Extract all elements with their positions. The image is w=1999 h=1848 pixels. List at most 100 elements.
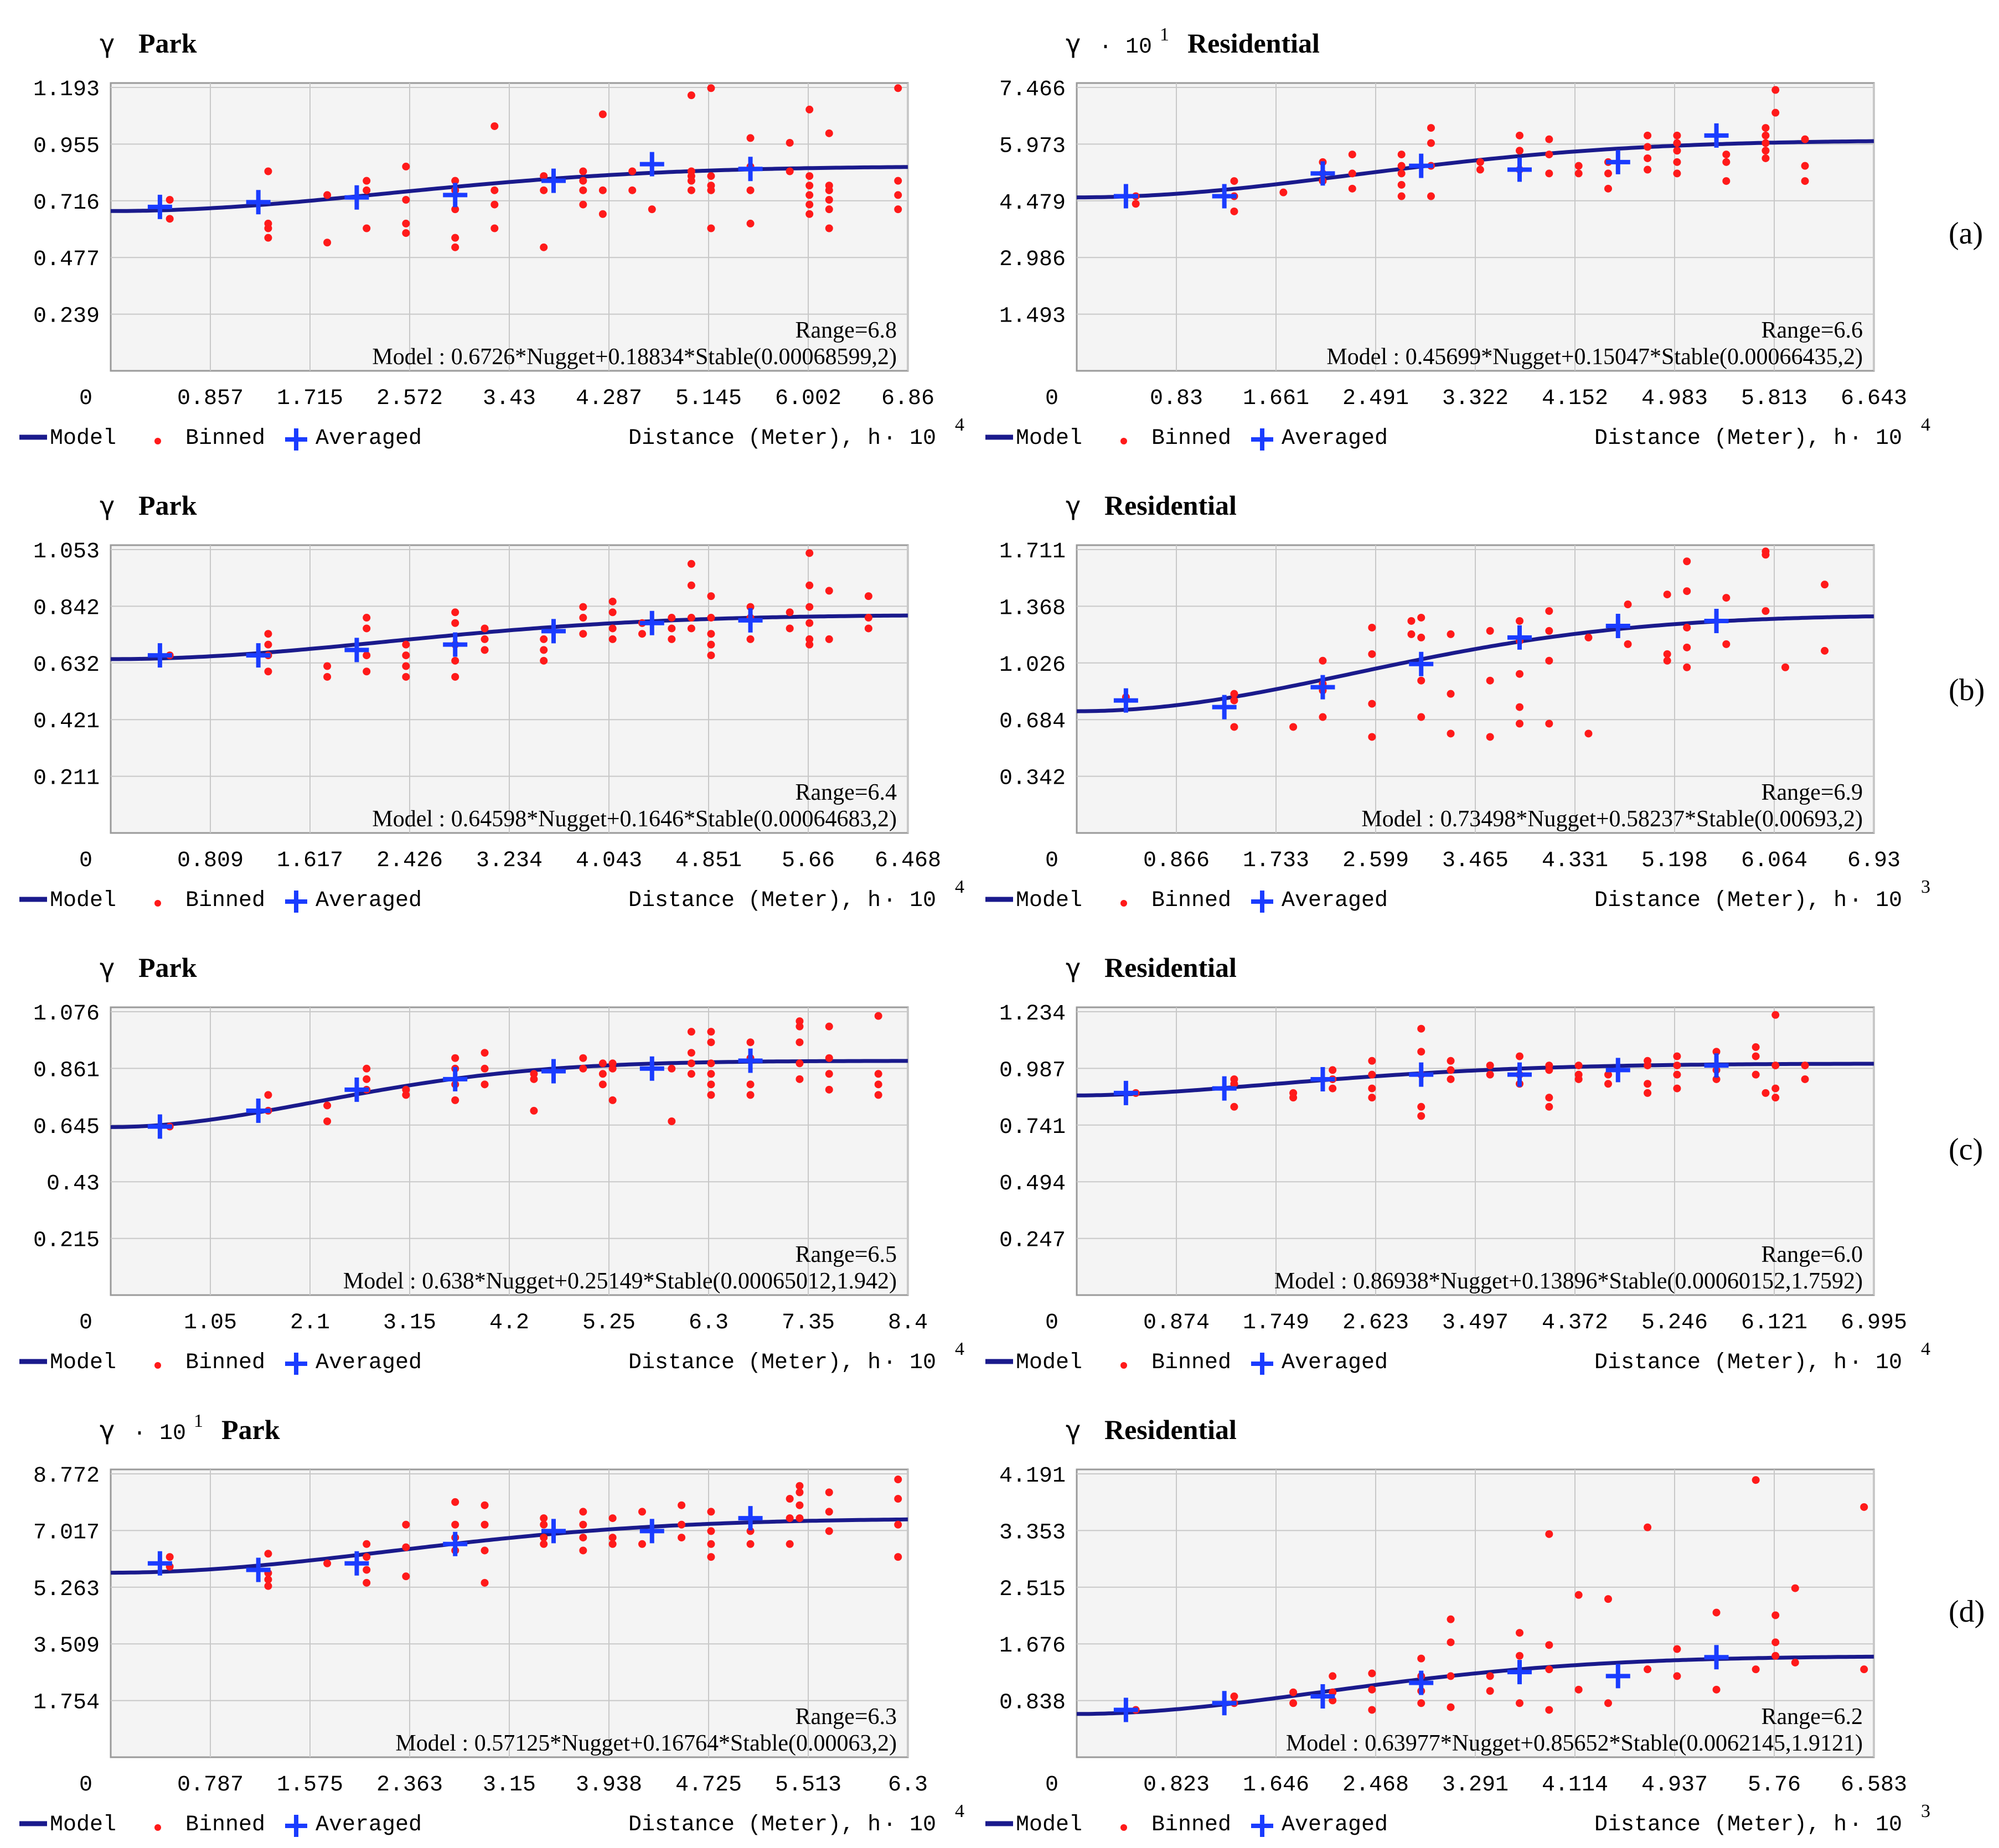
averaged-marker xyxy=(1113,688,1138,713)
panel-title: Park xyxy=(221,1414,280,1445)
binned-point xyxy=(1289,723,1298,731)
binned-point xyxy=(1417,1699,1425,1707)
row-label-a: (a) xyxy=(1949,216,1983,251)
x-tick-label: 1.733 xyxy=(1243,848,1309,873)
binned-point xyxy=(805,200,814,209)
binned-point xyxy=(1762,154,1770,162)
binned-point xyxy=(825,1508,833,1516)
x-tick-label: 6.3 xyxy=(689,1311,729,1335)
averaged-marker xyxy=(246,643,271,668)
averaged-marker xyxy=(344,1551,369,1576)
binned-point xyxy=(608,1096,617,1104)
binned-point xyxy=(540,1540,548,1548)
binned-point xyxy=(1368,1669,1376,1678)
binned-point xyxy=(638,1540,646,1548)
averaged-marker xyxy=(639,1519,664,1544)
binned-point xyxy=(707,1038,715,1047)
x-tick-label: 1.575 xyxy=(277,1773,343,1798)
binned-point xyxy=(264,1091,272,1099)
x-tick-label: 8.4 xyxy=(888,1311,928,1335)
binned-point xyxy=(451,1096,459,1104)
legend-binned-label: Binned xyxy=(185,1813,265,1837)
binned-point xyxy=(687,1070,695,1078)
model-curve xyxy=(1077,1062,1874,1098)
binned-point xyxy=(1348,184,1356,193)
binned-point xyxy=(707,614,715,622)
binned-point xyxy=(1673,1084,1681,1093)
binned-point xyxy=(1545,719,1553,728)
x-multiplier-exp: 4 xyxy=(1921,1339,1930,1359)
binned-point xyxy=(1673,1645,1681,1653)
binned-point xyxy=(648,205,656,214)
x-tick-label: 3.322 xyxy=(1442,386,1509,411)
binned-point xyxy=(1791,1584,1799,1592)
legend-binned-swatch xyxy=(1120,438,1127,444)
binned-point xyxy=(805,191,814,199)
binned-point xyxy=(481,1080,489,1089)
binned-point xyxy=(825,1085,833,1094)
binned-point xyxy=(1722,158,1731,166)
y-tick-label: 4.191 xyxy=(999,1464,1066,1489)
averaged-marker xyxy=(1507,625,1532,650)
binned-point xyxy=(805,635,814,643)
y-tick-label: 1.368 xyxy=(999,596,1066,621)
y-multiplier-base: · 10 xyxy=(1099,35,1152,60)
averaged-marker xyxy=(1212,184,1237,209)
binned-point xyxy=(1516,131,1523,139)
binned-point xyxy=(1771,1638,1780,1647)
averaged-marker xyxy=(1704,1053,1729,1078)
binned-point xyxy=(323,1559,332,1567)
binned-point xyxy=(707,1508,715,1516)
binned-point xyxy=(540,1534,548,1542)
binned-point xyxy=(746,1540,755,1548)
x-tick-label: 2.468 xyxy=(1342,1773,1409,1798)
binned-point xyxy=(402,1543,410,1551)
binned-point xyxy=(1230,1102,1238,1111)
binned-point xyxy=(264,630,272,638)
x-tick-label: 0 xyxy=(1045,1773,1058,1798)
y-tick-label: 0.716 xyxy=(33,191,100,216)
model-curve xyxy=(1077,1654,1874,1716)
averaged-marker xyxy=(1113,1080,1138,1105)
binned-point xyxy=(363,177,371,185)
binned-point xyxy=(1722,151,1731,159)
binned-point xyxy=(1289,1094,1298,1102)
averaged-marker xyxy=(541,619,566,644)
x-tick-label: 1.749 xyxy=(1243,1311,1309,1335)
binned-point xyxy=(687,1059,695,1068)
binned-point xyxy=(1397,169,1406,178)
binned-point xyxy=(796,1022,804,1031)
binned-point xyxy=(540,243,548,251)
x-tick-label: 0.866 xyxy=(1143,848,1210,873)
y-tick-label: 1.053 xyxy=(33,540,100,565)
panel-title: Residential xyxy=(1104,952,1237,983)
binned-point xyxy=(1447,729,1455,738)
gamma-symbol: γ xyxy=(100,953,115,983)
x-tick-label: 4.851 xyxy=(675,848,742,873)
binned-point xyxy=(707,1540,715,1548)
binned-point xyxy=(608,624,617,633)
binned-point xyxy=(825,1488,833,1497)
averaged-marker xyxy=(246,1098,271,1123)
binned-point xyxy=(786,624,794,633)
binned-point xyxy=(825,195,833,204)
binned-point xyxy=(1574,169,1583,178)
x-tick-label: 0 xyxy=(1045,386,1058,411)
x-axis-label: Distance (Meter), h xyxy=(628,888,881,913)
x-tick-label: 0 xyxy=(79,1311,92,1335)
averaged-marker xyxy=(1409,153,1434,178)
panels-group: 0.239 0.477 0.716 0.955 1.193 0 0.857 1.715 2.57… xyxy=(19,24,1930,1837)
binned-point xyxy=(264,167,272,175)
averaged-marker xyxy=(541,1059,566,1084)
x-tick-label: 3.234 xyxy=(476,848,543,873)
x-tick-label: 4.043 xyxy=(576,848,642,873)
x-multiplier-exp: 4 xyxy=(1921,415,1930,435)
gamma-symbol: γ xyxy=(100,1415,115,1445)
binned-point xyxy=(1368,623,1376,631)
binned-point xyxy=(628,186,637,194)
binned-point xyxy=(1712,1608,1721,1617)
model-label: Model : 0.45699*Nugget+0.15047*Stable(0.… xyxy=(1326,344,1863,370)
binned-point xyxy=(451,608,459,617)
binned-point xyxy=(1516,703,1523,711)
binned-point xyxy=(796,1501,804,1509)
